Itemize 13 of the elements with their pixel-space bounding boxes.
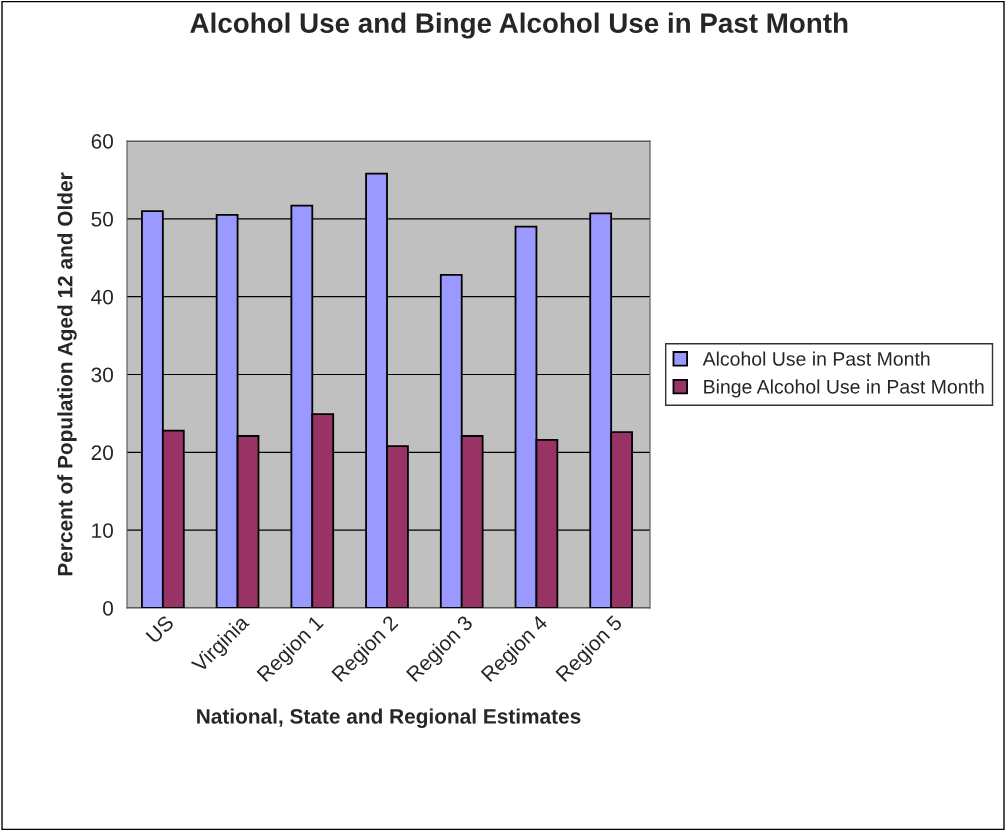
legend-label: Binge Alcohol Use in Past Month [704, 379, 984, 398]
y-tick-label: 0 [103, 601, 113, 616]
y-tick-label: 40 [91, 289, 113, 305]
chart-title: Alcohol Use and Binge Alcohol Use in Past Month [190, 12, 848, 39]
x-tick-label: US [145, 614, 175, 644]
y-tick-label: 20 [91, 445, 113, 461]
legend-label: Alcohol Use in Past Month [702, 351, 930, 366]
y-tick-label: 10 [92, 523, 113, 538]
x-axis-title: National, State and Regional Estimates [197, 708, 581, 728]
y-axis-title: Percent of Population Aged 12 and Older [57, 172, 77, 576]
y-tick-label: 50 [91, 211, 113, 227]
y-tick-label: 30 [91, 367, 113, 383]
y-tick-label: 60 [91, 134, 113, 149]
